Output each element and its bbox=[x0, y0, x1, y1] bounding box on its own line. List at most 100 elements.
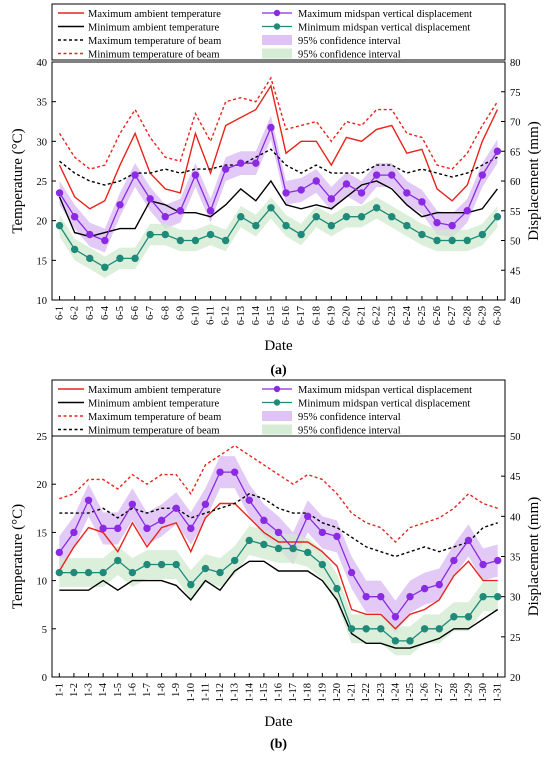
data-point bbox=[403, 221, 411, 230]
y2-tick-label: 40 bbox=[510, 512, 521, 523]
data-point bbox=[252, 159, 260, 167]
legend-label: Minimum temperature of beam bbox=[88, 50, 220, 61]
x-tick-label: 6-12 bbox=[221, 306, 232, 325]
data-point bbox=[84, 496, 93, 504]
x-tick-label: 6-23 bbox=[387, 306, 398, 325]
y-tick-label: 20 bbox=[37, 217, 48, 228]
data-point bbox=[304, 548, 312, 557]
data-point bbox=[245, 496, 253, 504]
data-point bbox=[274, 528, 283, 537]
legend-label: Minimum midspan vertical displacement bbox=[298, 23, 470, 34]
data-point bbox=[406, 637, 414, 645]
x-tick-label: 1-25 bbox=[405, 683, 416, 702]
x-tick-label: 6-30 bbox=[492, 306, 503, 325]
y-tick-label: 15 bbox=[37, 528, 48, 539]
legend-label: Maximum midspan vertical displacement bbox=[298, 385, 472, 396]
data-point bbox=[161, 230, 169, 239]
data-point bbox=[172, 504, 180, 512]
series-line bbox=[58, 502, 498, 630]
x-tick-label: 1-9 bbox=[171, 683, 182, 697]
data-point bbox=[372, 171, 381, 179]
data-point bbox=[187, 580, 195, 589]
data-point bbox=[406, 592, 414, 601]
data-point bbox=[206, 207, 215, 215]
data-point bbox=[157, 560, 166, 569]
panel-a: 10 15 20 25 30 35 40 40 45 50 55 60 65 70 75 80 6-1 6-2 6-… bbox=[10, 3, 542, 378]
data-point bbox=[357, 189, 366, 197]
legend-label: 95% confidence interval bbox=[298, 36, 401, 47]
data-point bbox=[55, 568, 64, 577]
y2-tick-label: 35 bbox=[510, 553, 521, 564]
data-point bbox=[463, 207, 471, 215]
y-tick-label: 5 bbox=[42, 625, 47, 636]
x-tick-label: 1-22 bbox=[361, 683, 372, 702]
data-point bbox=[260, 540, 268, 549]
data-point bbox=[403, 189, 411, 197]
y2-tick-label: 75 bbox=[510, 88, 521, 99]
data-point bbox=[191, 236, 200, 245]
data-point bbox=[463, 236, 471, 245]
series-line bbox=[58, 125, 498, 242]
x-tick-label: 1-4 bbox=[98, 682, 109, 697]
x-tick-label: 1-23 bbox=[376, 683, 387, 702]
data-point bbox=[464, 536, 473, 545]
data-point bbox=[86, 254, 94, 263]
x-tick-label: 6-14 bbox=[251, 305, 262, 325]
data-point bbox=[143, 560, 151, 569]
x-tick-label: 6-24 bbox=[402, 305, 413, 325]
data-point bbox=[493, 592, 502, 601]
data-point bbox=[433, 236, 441, 245]
data-point bbox=[347, 625, 356, 633]
y2-axis-title: Displacement (mm) bbox=[526, 497, 542, 617]
data-point bbox=[464, 613, 473, 621]
legend-label: Maximum temperature of beam bbox=[88, 36, 221, 47]
data-point bbox=[114, 524, 122, 533]
data-point bbox=[357, 213, 366, 221]
x-tick-label: 6-26 bbox=[432, 306, 443, 325]
data-point bbox=[191, 171, 200, 179]
legend-band-swatch bbox=[262, 48, 292, 59]
data-point bbox=[493, 213, 502, 221]
legend-label: Maximum ambient temperature bbox=[88, 385, 221, 396]
data-point bbox=[450, 613, 458, 621]
data-point bbox=[201, 564, 210, 573]
data-point bbox=[391, 613, 400, 621]
series-line bbox=[59, 148, 498, 186]
data-point bbox=[161, 213, 169, 221]
confidence-band bbox=[59, 197, 498, 278]
data-point bbox=[116, 254, 124, 263]
data-point bbox=[274, 544, 283, 553]
y-tick-label: 10 bbox=[37, 577, 48, 588]
data-point bbox=[418, 230, 426, 239]
x-tick-label: 6-19 bbox=[326, 306, 337, 325]
x-tick-label: 1-11 bbox=[200, 683, 211, 702]
y-tick-label: 0 bbox=[42, 673, 47, 684]
legend-band-swatch bbox=[262, 35, 292, 45]
legend-band-swatch bbox=[262, 411, 292, 421]
series-line bbox=[58, 83, 499, 210]
data-point bbox=[157, 516, 166, 525]
data-point bbox=[377, 592, 385, 601]
data-point bbox=[362, 592, 370, 601]
x-tick-label: 1-6 bbox=[127, 683, 138, 697]
data-point bbox=[230, 556, 239, 565]
legend-box bbox=[51, 3, 506, 61]
data-point bbox=[252, 221, 260, 230]
x-tick-label: 6-20 bbox=[341, 306, 352, 325]
data-point bbox=[435, 625, 443, 633]
data-point bbox=[70, 245, 79, 254]
data-point bbox=[450, 556, 458, 565]
data-point bbox=[260, 516, 268, 525]
data-point bbox=[318, 560, 327, 569]
panel-label: (b) bbox=[270, 737, 287, 752]
x-tick-label: 1-5 bbox=[113, 683, 124, 697]
data-point bbox=[289, 544, 297, 553]
x-tick-label: 6-21 bbox=[357, 306, 368, 325]
x-tick-label: 1-14 bbox=[244, 682, 255, 702]
legend-box bbox=[51, 379, 506, 437]
x-tick-label: 6-28 bbox=[462, 306, 473, 325]
y2-tick-label: 50 bbox=[510, 237, 521, 248]
y2-tick-label: 80 bbox=[510, 58, 521, 69]
